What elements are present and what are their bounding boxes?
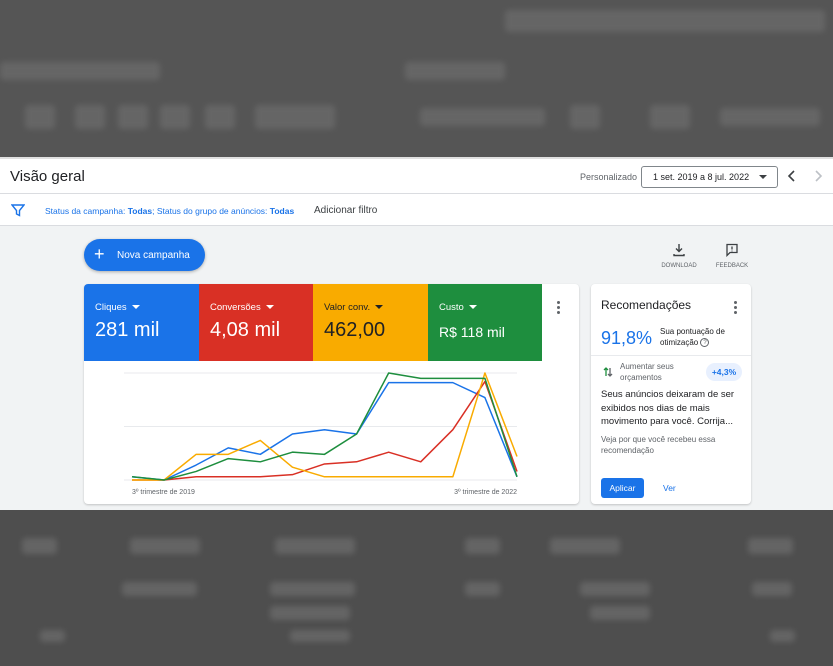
series-line-1 bbox=[132, 380, 518, 481]
budget-arrows-icon bbox=[603, 367, 613, 377]
optimization-score-label: Sua pontuação de otimização ? bbox=[660, 327, 725, 348]
dropdown-arrow-icon bbox=[375, 305, 384, 310]
impact-chip: +4,3% bbox=[706, 363, 742, 381]
previous-period-button[interactable] bbox=[784, 168, 800, 184]
filter-bar: Status da campanha: Todas; Status do gru… bbox=[0, 194, 833, 226]
help-icon[interactable]: ? bbox=[700, 338, 710, 348]
feedback-icon bbox=[726, 243, 738, 257]
recommendations-more-icon[interactable] bbox=[729, 300, 741, 314]
chevron-left-icon bbox=[787, 170, 795, 182]
series-line-3 bbox=[131, 372, 518, 481]
new-campaign-label: Nova campanha bbox=[117, 250, 190, 261]
line-chart: 3º trimestre de 2019 3º trimestre de 2022 bbox=[124, 372, 518, 496]
add-filter-button[interactable]: Adicionar filtro bbox=[314, 205, 378, 216]
metric-clicks[interactable]: Cliques 281 mil bbox=[84, 284, 199, 361]
background-top bbox=[0, 0, 833, 157]
metric-conversions[interactable]: Conversões 4,08 mil bbox=[199, 284, 314, 361]
recommendations-card: Recomendações 91,8% Sua pontuação de oti… bbox=[591, 284, 751, 504]
divider bbox=[591, 355, 751, 356]
recommendations-title: Recomendações bbox=[601, 298, 692, 312]
dropdown-arrow-icon bbox=[265, 305, 274, 310]
chevron-right-icon bbox=[815, 170, 823, 182]
series-line-2 bbox=[132, 372, 518, 481]
chart-more-options-icon[interactable] bbox=[552, 300, 564, 314]
page-title: Visão geral bbox=[10, 168, 85, 185]
metric-cost[interactable]: Custo R$ 118 mil bbox=[428, 284, 542, 361]
date-range-value: 1 set. 2019 a 8 jul. 2022 bbox=[653, 172, 750, 182]
title-bar: Visão geral Personalizado 1 set. 2019 a … bbox=[0, 157, 833, 194]
optimization-score: 91,8% bbox=[601, 328, 653, 348]
performance-chart-card: Cliques 281 mil Conversões 4,08 mil Valo… bbox=[84, 284, 579, 504]
date-range-select[interactable]: 1 set. 2019 a 8 jul. 2022 bbox=[641, 166, 778, 188]
recommendation-type: Aumentar seus orçamentos bbox=[620, 362, 674, 382]
view-button[interactable]: Ver bbox=[663, 483, 676, 493]
apply-button[interactable]: Aplicar bbox=[601, 478, 644, 498]
filter-icon[interactable] bbox=[11, 203, 25, 217]
dropdown-arrow-icon bbox=[131, 305, 140, 310]
new-campaign-button[interactable]: + Nova campanha bbox=[84, 239, 205, 271]
next-period-button[interactable] bbox=[810, 168, 826, 184]
overview-panel: Visão geral Personalizado 1 set. 2019 a … bbox=[0, 157, 833, 510]
period-label: Personalizado bbox=[580, 172, 638, 182]
x-tick-label: 3º trimestre de 2022 bbox=[454, 489, 517, 496]
download-icon bbox=[673, 244, 685, 257]
download-button[interactable]: DOWNLOAD bbox=[657, 243, 701, 269]
active-filters[interactable]: Status da campanha: Todas; Status do gru… bbox=[45, 206, 295, 216]
recommendation-reason-link[interactable]: Veja por que você recebeu essa recomenda… bbox=[601, 435, 716, 455]
x-tick-label: 3º trimestre de 2019 bbox=[132, 489, 195, 496]
series-line-0 bbox=[131, 381, 518, 481]
metric-conversion-value[interactable]: Valor conv. 462,00 bbox=[313, 284, 428, 361]
caret-down-icon bbox=[759, 175, 767, 179]
feedback-button[interactable]: FEEDBACK bbox=[710, 243, 754, 269]
background-bottom bbox=[0, 510, 833, 666]
plus-icon: + bbox=[94, 244, 105, 264]
recommendation-text: Seus anúncios deixaram de ser exibidos n… bbox=[601, 389, 735, 427]
dropdown-arrow-icon bbox=[468, 305, 477, 310]
